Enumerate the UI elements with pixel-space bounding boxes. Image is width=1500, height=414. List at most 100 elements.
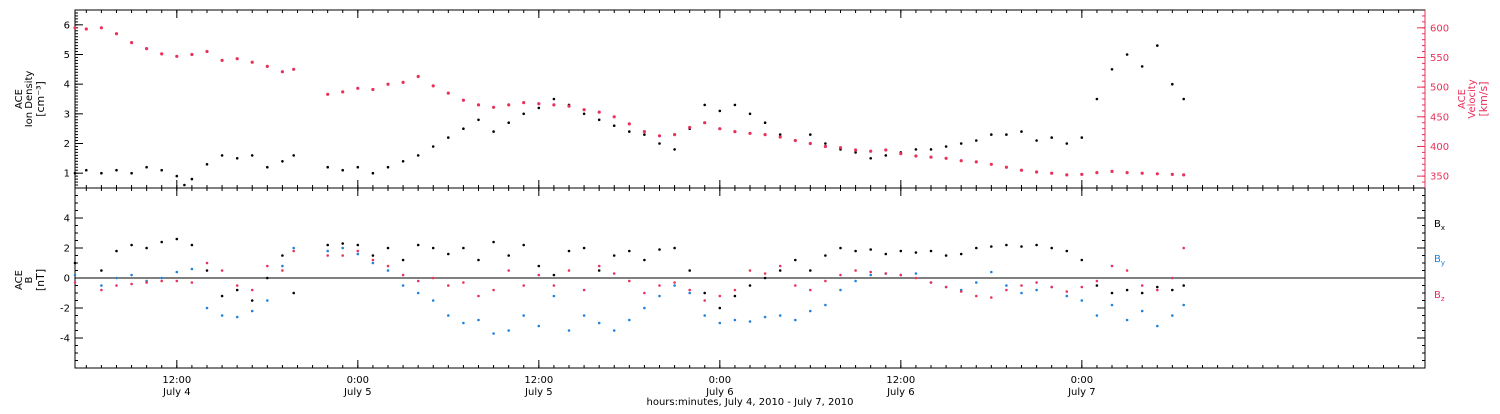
x-tick-time-label: 12:00: [886, 375, 915, 386]
density-point: [401, 160, 405, 163]
velocity-point: [130, 41, 134, 45]
bz-point: [567, 269, 571, 272]
velocity-point: [793, 138, 797, 143]
by-point: [567, 329, 571, 332]
bz-point: [914, 276, 918, 280]
bx-point: [341, 242, 345, 245]
by-point: [824, 303, 827, 307]
density-ylabel-line2: Ion Density: [24, 71, 35, 128]
density-point: [1035, 139, 1038, 142]
bz-legend-label: Bz: [1434, 290, 1445, 303]
bx-point: [1110, 291, 1114, 295]
bz-point: [718, 294, 722, 298]
density-point: [250, 154, 254, 157]
by-point: [914, 272, 918, 275]
velocity-point: [265, 64, 269, 68]
velocity-point: [567, 104, 571, 108]
bz-point: [794, 284, 797, 287]
velocity-point: [507, 103, 511, 107]
bz-point: [959, 290, 963, 293]
velocity-point: [612, 115, 616, 119]
density-point: [115, 168, 118, 172]
density-point: [1020, 130, 1023, 133]
density-ylabel-group: ACE Ion Density [cm⁻³]: [14, 71, 47, 128]
by-point: [522, 314, 525, 317]
density-point: [643, 133, 646, 136]
bx-point: [673, 246, 676, 250]
by-point: [869, 273, 872, 277]
by-point: [281, 264, 284, 268]
by-point: [839, 288, 842, 292]
velocity-point: [431, 84, 435, 88]
by-point: [1095, 314, 1099, 317]
density-point: [944, 145, 948, 148]
velocity-point: [250, 60, 254, 64]
velocity-point: [175, 54, 179, 58]
density-point: [673, 148, 676, 151]
velocity-point: [959, 159, 963, 163]
bz-point: [416, 279, 420, 283]
plasma-panel-frame: [74, 9, 1426, 189]
velocity-point: [778, 135, 782, 139]
bx-point: [582, 246, 586, 250]
density-point: [869, 157, 872, 160]
density-point: [929, 148, 933, 151]
bz-point: [824, 279, 827, 283]
bz-point: [688, 288, 691, 292]
bz-point: [115, 284, 118, 287]
velocity-point: [718, 127, 722, 131]
by-point: [371, 261, 375, 265]
velocity-y-tick-label: 450: [1430, 112, 1449, 123]
bx-point: [190, 243, 194, 247]
by-point: [733, 318, 737, 322]
velocity-y-tick-label: 500: [1430, 83, 1449, 94]
density-point: [220, 154, 224, 157]
bz-point: [190, 281, 194, 284]
x-tick-date-label: July 4: [162, 387, 191, 398]
by-point: [1035, 288, 1038, 292]
density-point: [507, 121, 511, 124]
velocity-point: [899, 152, 903, 156]
velocity-point: [145, 47, 149, 51]
bx-point: [1005, 243, 1008, 247]
bx-point: [1050, 246, 1053, 250]
x-tick-date-label: July 7: [1067, 387, 1096, 398]
velocity-point: [220, 58, 224, 63]
bx-point: [292, 291, 296, 295]
velocity-point: [597, 110, 601, 114]
bz-point: [778, 264, 782, 268]
bx-point: [100, 269, 103, 272]
velocity-point: [733, 130, 737, 134]
velocity-point: [446, 91, 450, 95]
density-y-tick-label: 4: [64, 80, 70, 91]
by-point: [250, 309, 254, 313]
bz-point: [1156, 288, 1159, 292]
by-point: [266, 299, 269, 302]
x-tick-date-label: July 5: [524, 387, 553, 398]
field-y-tick-label: -2: [60, 304, 70, 315]
bx-point: [1095, 284, 1099, 287]
by-point: [643, 306, 646, 310]
bx-point: [431, 246, 435, 250]
density-point: [1171, 82, 1174, 86]
bz-point: [145, 281, 148, 284]
density-point: [477, 118, 480, 122]
by-point: [778, 314, 782, 317]
by-point: [220, 314, 224, 317]
velocity-point: [1019, 168, 1024, 172]
velocity-point: [386, 82, 390, 86]
bx-point: [748, 284, 752, 287]
bz-point: [100, 288, 103, 292]
by-point: [175, 270, 179, 274]
by-point: [1125, 318, 1129, 322]
density-point: [462, 127, 465, 130]
velocity-point: [1182, 173, 1186, 177]
bz-point: [628, 279, 631, 283]
by-point: [235, 315, 239, 319]
x-tick-date-label: July 6: [705, 387, 734, 398]
velocity-point: [929, 155, 933, 159]
velocity-point: [1035, 170, 1039, 174]
density-y-tick-label: 5: [64, 50, 70, 61]
density-point: [1065, 142, 1069, 145]
bx-point: [1020, 245, 1023, 248]
